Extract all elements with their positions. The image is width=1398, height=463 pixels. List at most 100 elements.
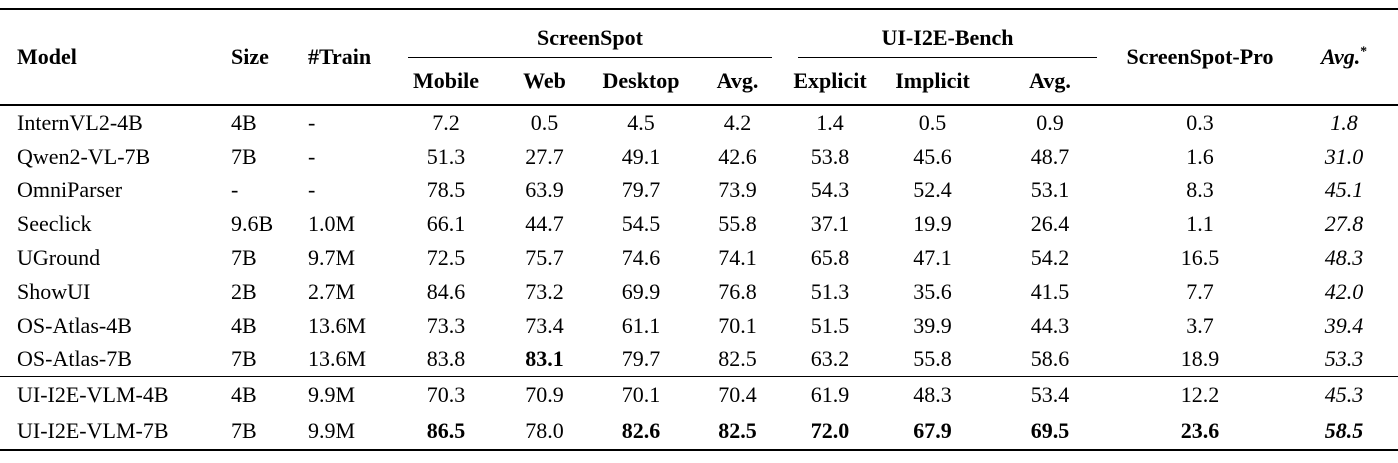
cell-value: 44.7: [525, 211, 564, 237]
cell-size: 7B: [231, 418, 257, 444]
cell-train: 9.7M: [308, 245, 356, 271]
cell-value: 1.1: [1186, 211, 1214, 237]
cell-size: 2B: [231, 278, 257, 304]
cell-value: 53.1: [1030, 177, 1070, 203]
cell-model: UI-I2E-VLM-7B: [17, 418, 169, 444]
cell-value: 79.7: [621, 177, 661, 203]
table-row: Qwen2-VL-7B 7B - 51.3 27.7 49.1 42.6 53.8 45.6 48…: [0, 140, 1398, 174]
col-header-explicit: Explicit: [793, 68, 867, 93]
cell-model: OmniParser: [17, 177, 123, 203]
cell-train: 2.7M: [308, 278, 356, 304]
cell-value: 75.7: [525, 245, 564, 271]
col-group-screenspot: ScreenSpot: [395, 9, 785, 58]
cell-value: 42.6: [718, 143, 757, 169]
cell-train: 13.6M: [308, 312, 367, 338]
cell-value: 16.5: [1180, 245, 1220, 271]
cell-value: 35.6: [913, 278, 952, 304]
cell-value: 76.8: [718, 278, 757, 304]
cell-model: Seeclick: [17, 211, 92, 237]
cell-value: 78.0: [525, 418, 564, 444]
cell-value: 42.0: [1324, 278, 1364, 304]
table-row: ShowUI 2B 2.7M 84.6 73.2 69.9 76.8 51.3 35.6 41.5…: [0, 275, 1398, 309]
header-group-row: Model Size #Train ScreenSpot UI-I2E-Benc…: [0, 9, 1398, 68]
cell-value: 7.2: [432, 109, 460, 135]
cell-value: 63.9: [525, 177, 564, 203]
paper-table-figure: Model Size #Train ScreenSpot UI-I2E-Benc…: [0, 8, 1398, 452]
col-header-ui-i2e-avg: Avg.: [1029, 68, 1071, 93]
cell-value: 23.6: [1180, 418, 1220, 444]
cell-value: 69.5: [1030, 418, 1070, 444]
table-row: UI-I2E-VLM-4B 4B 9.9M 70.3 70.9 70.1 70.4 61.9 4…: [0, 376, 1398, 414]
cell-value: 79.7: [621, 346, 661, 372]
table-row: UGround 7B 9.7M 72.5 75.7 74.6 74.1 65.8 47.1 54.…: [0, 241, 1398, 275]
cell-value: 26.4: [1030, 211, 1070, 237]
cell-value: 41.5: [1030, 278, 1070, 304]
cell-value: 53.8: [810, 143, 850, 169]
cell-value: 51.3: [426, 143, 466, 169]
cell-value: 72.5: [426, 245, 466, 271]
avg-star-asterisk: *: [1360, 43, 1368, 59]
col-header-web: Web: [523, 68, 566, 93]
cell-value: 72.0: [810, 418, 850, 444]
cell-value: 31.0: [1324, 143, 1364, 169]
cell-value: 65.8: [810, 245, 850, 271]
cell-value: 58.5: [1324, 418, 1364, 444]
table-row: OS-Atlas-7B 7B 13.6M 83.8 83.1 79.7 82.5 63.2 55…: [0, 343, 1398, 377]
cell-value: 55.8: [913, 346, 952, 372]
cell-value: 0.3: [1186, 109, 1214, 135]
cell-value: 73.9: [718, 177, 757, 203]
cell-value: 18.9: [1180, 346, 1220, 372]
cell-train: 9.9M: [302, 376, 395, 414]
cell-value: 67.9: [913, 418, 952, 444]
cell-value: 0.9: [1036, 109, 1064, 135]
col-group-ui-i2e-bench: UI-I2E-Bench: [785, 9, 1110, 58]
cell-value: 84.6: [426, 278, 466, 304]
cell-model: ShowUI: [17, 278, 91, 304]
cell-train: 9.9M: [308, 418, 356, 444]
cell-value: 48.7: [1030, 143, 1070, 169]
cell-value: 27.8: [1324, 211, 1364, 237]
table-header: Model Size #Train ScreenSpot UI-I2E-Benc…: [0, 9, 1398, 105]
cell-value: 55.8: [718, 211, 757, 237]
col-header-model: Model: [17, 44, 77, 69]
cell-model: Qwen2-VL-7B: [17, 143, 151, 169]
cell-value: 1.8: [1330, 109, 1358, 135]
cell-value: 51.3: [810, 278, 850, 304]
cell-value: 45.6: [913, 143, 952, 169]
cell-value: 54.3: [810, 177, 850, 203]
cell-value: 39.9: [913, 312, 952, 338]
cell-value: 4.2: [723, 109, 752, 135]
benchmark-table: Model Size #Train ScreenSpot UI-I2E-Benc…: [0, 8, 1398, 452]
cell-value: 73.4: [525, 312, 564, 338]
cell-value: 39.4: [1324, 312, 1364, 338]
cell-value: 83.1: [525, 346, 564, 372]
col-header-size: Size: [231, 44, 269, 69]
table-row: OmniParser - - 78.5 63.9 79.7 73.9 54.3 52.4 53.1…: [0, 174, 1398, 208]
cell-value: 37.1: [810, 211, 850, 237]
cell-value: 70.4: [690, 376, 785, 414]
table-row: InternVL2-4B 4B - 7.2 0.5 4.5 4.2 1.4 0.5 0.9 0.3 1…: [0, 105, 1398, 140]
cell-value: 3.7: [1186, 312, 1214, 338]
cell-value: 4.5: [627, 109, 655, 135]
cell-value: 27.7: [525, 143, 564, 169]
cell-train: -: [308, 143, 316, 169]
cell-value: 54.5: [621, 211, 661, 237]
cell-value: 73.2: [525, 278, 564, 304]
cell-train: 13.6M: [308, 346, 367, 372]
cell-value: 12.2: [1110, 376, 1290, 414]
cell-value: 61.9: [785, 376, 875, 414]
cell-value: 45.3: [1290, 376, 1398, 414]
cell-model: InternVL2-4B: [17, 109, 143, 135]
cell-value: 48.3: [875, 376, 990, 414]
cell-value: 66.1: [426, 211, 466, 237]
cell-model: OS-Atlas-7B: [17, 346, 132, 372]
cell-value: 82.5: [718, 346, 757, 372]
cell-value: 73.3: [426, 312, 466, 338]
col-header-screenspot-pro: ScreenSpot-Pro: [1126, 44, 1274, 69]
cell-value: 48.3: [1324, 245, 1364, 271]
table-row: UI-I2E-VLM-7B 7B 9.9M 86.5 78.0 82.6 82.5 72.0 6…: [0, 413, 1398, 450]
cell-train: -: [308, 109, 316, 135]
cell-value: 53.3: [1324, 346, 1364, 372]
cell-size: -: [231, 177, 239, 203]
col-header-mobile: Mobile: [413, 68, 479, 93]
